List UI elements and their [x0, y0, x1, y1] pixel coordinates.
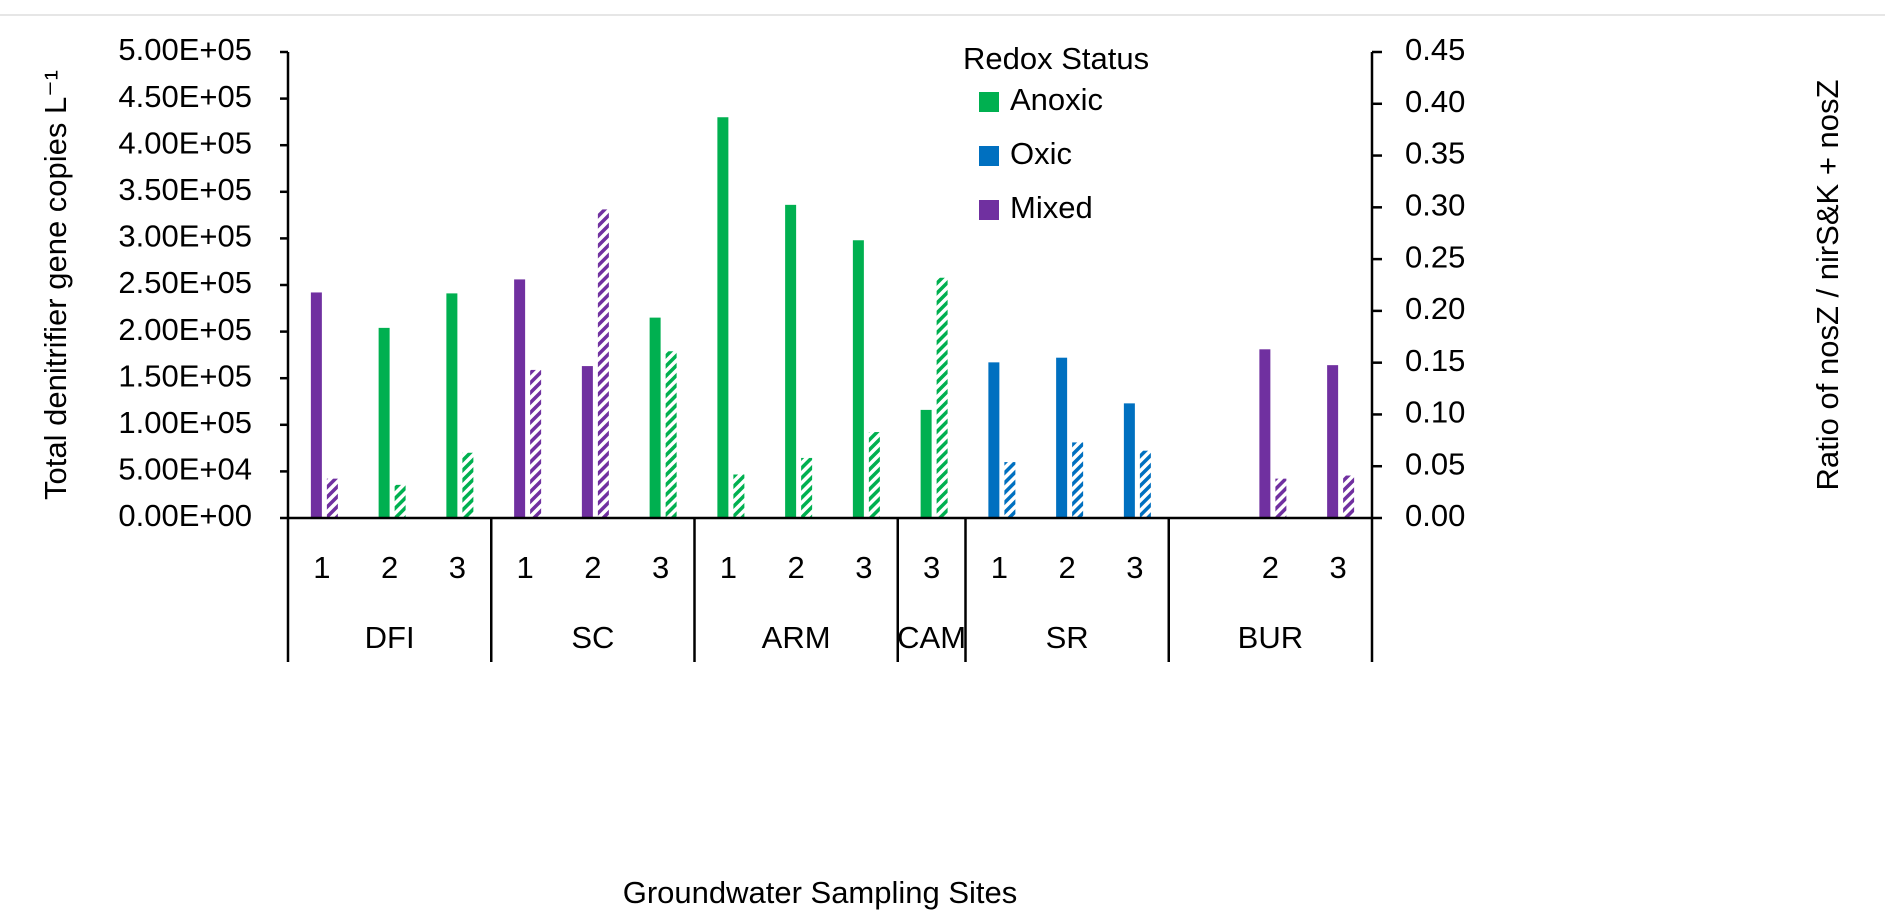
legend-label: Anoxic: [1010, 82, 1103, 117]
ratio-bar: [1139, 450, 1151, 518]
ratio-bar: [1072, 442, 1084, 518]
ratio-bar: [868, 432, 880, 518]
ratio-bar: [936, 277, 948, 518]
bar: [446, 293, 458, 518]
y2-tick-label: 0.45: [1405, 32, 1465, 67]
legend-label: Mixed: [1010, 190, 1093, 225]
y-tick-label: 2.00E+05: [118, 312, 252, 347]
y-tick-label: 1.50E+05: [118, 358, 252, 393]
y2-tick-label: 0.40: [1405, 84, 1465, 119]
x-tick-label: 3: [1126, 550, 1143, 585]
bar: [717, 117, 729, 519]
y2-tick-label: 0.35: [1405, 136, 1465, 171]
y-tick-label: 5.00E+05: [118, 32, 252, 67]
y2-tick-label: 0.25: [1405, 239, 1465, 274]
bar: [649, 317, 661, 518]
x-tick-label: 3: [652, 550, 669, 585]
bar: [785, 204, 797, 518]
ratio-bar: [665, 351, 677, 518]
x-tick-label: 3: [923, 550, 940, 585]
ratio-bar: [1004, 462, 1016, 518]
y-tick-label: 0.00E+00: [118, 498, 252, 533]
y-tick-label: 4.50E+05: [118, 79, 252, 114]
y2-tick-label: 0.10: [1405, 395, 1465, 430]
bar: [1056, 357, 1068, 518]
group-label: SC: [571, 620, 614, 655]
bar: [1123, 403, 1135, 518]
y2-tick-label: 0.15: [1405, 343, 1465, 378]
group-label: DFI: [365, 620, 415, 655]
y-tick-label: 3.50E+05: [118, 172, 252, 207]
legend-swatch: [979, 146, 999, 166]
x-tick-label: 2: [584, 550, 601, 585]
y-tick-label: 3.00E+05: [118, 219, 252, 254]
bar: [920, 409, 932, 518]
y-axis-label: Total denitrifier gene copies L⁻¹: [38, 70, 73, 500]
bar: [1259, 349, 1271, 518]
y-tick-label: 5.00E+04: [118, 452, 252, 487]
group-label: BUR: [1238, 620, 1303, 655]
x-tick-label: 2: [1262, 550, 1279, 585]
legend-label: Oxic: [1010, 136, 1072, 171]
group-label: ARM: [762, 620, 831, 655]
group-label: CAM: [897, 620, 966, 655]
y-tick-label: 4.00E+05: [118, 125, 252, 160]
ratio-bar: [1275, 478, 1287, 518]
ratio-bar: [597, 209, 609, 518]
x-tick-label: 1: [991, 550, 1008, 585]
bar: [1327, 365, 1339, 518]
bar: [581, 366, 593, 518]
ratio-bar: [530, 369, 542, 518]
x-tick-label: 2: [381, 550, 398, 585]
x-tick-label: 1: [517, 550, 534, 585]
ratio-bar: [326, 478, 338, 518]
x-axis-label: Groundwater Sampling Sites: [623, 875, 1018, 910]
x-tick-label: 2: [788, 550, 805, 585]
legend-swatch: [979, 200, 999, 220]
x-tick-label: 2: [1059, 550, 1076, 585]
bar: [852, 240, 864, 518]
y-tick-label: 1.00E+05: [118, 405, 252, 440]
y2-axis-label: Ratio of nosZ / nirS&K + nosZ: [1810, 80, 1845, 491]
y-tick-label: 2.50E+05: [118, 265, 252, 300]
y2-tick-label: 0.30: [1405, 188, 1465, 223]
legend-swatch: [979, 92, 999, 112]
bar: [378, 327, 390, 518]
bar: [310, 292, 322, 518]
y2-tick-label: 0.05: [1405, 446, 1465, 481]
x-tick-label: 1: [313, 550, 330, 585]
ratio-bar: [462, 452, 474, 518]
x-tick-label: 3: [449, 550, 466, 585]
ratio-bar: [801, 457, 813, 518]
y2-tick-label: 0.20: [1405, 291, 1465, 326]
legend-title: Redox Status: [963, 41, 1149, 76]
x-tick-label: 3: [855, 550, 872, 585]
x-tick-label: 1: [720, 550, 737, 585]
group-label: SR: [1046, 620, 1089, 655]
ratio-bar: [733, 474, 745, 518]
bar: [988, 362, 1000, 518]
ratio-bar: [1343, 475, 1355, 518]
x-tick-label: 3: [1330, 550, 1347, 585]
bar: [514, 279, 526, 518]
ratio-bar: [394, 484, 406, 518]
y2-tick-label: 0.00: [1405, 498, 1465, 533]
